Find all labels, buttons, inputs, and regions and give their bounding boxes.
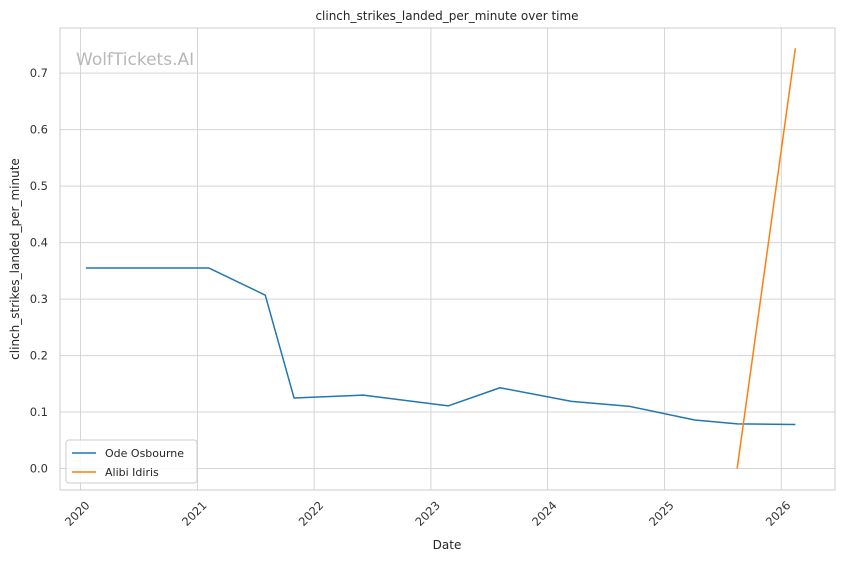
y-tick-label: 0.6	[30, 123, 48, 137]
plot-background	[60, 28, 835, 490]
chart-title: clinch_strikes_landed_per_minute over ti…	[315, 9, 578, 23]
x-tick-label: 2021	[179, 498, 210, 529]
watermark-text: WolfTickets.AI	[76, 50, 194, 70]
x-tick-label: 2026	[763, 498, 794, 529]
series-lines	[85, 48, 797, 469]
legend-label-ode-osbourne: Ode Osbourne	[105, 447, 184, 460]
x-tick-label: 2022	[296, 498, 327, 529]
series-line-alibi-idiris	[736, 48, 797, 469]
x-tick-label: 2020	[62, 498, 93, 529]
y-tick-label: 0.7	[30, 66, 48, 80]
y-tick-label: 0.1	[30, 405, 48, 419]
x-tick-label: 2024	[529, 498, 560, 529]
legend-box	[65, 439, 198, 484]
y-axis-ticks: 0.0 0.1 0.2 0.3 0.4 0.5 0.6 0.7	[30, 66, 48, 475]
y-tick-label: 0.5	[30, 179, 48, 193]
y-tick-label: 0.0	[30, 462, 48, 476]
x-axis-label: Date	[433, 538, 462, 552]
series-line-ode-osbourne	[85, 267, 796, 426]
plot-border	[59, 27, 836, 491]
y-tick-label: 0.3	[30, 292, 48, 306]
x-tick-label: 2023	[412, 498, 443, 529]
legend-label-alibi-idiris: Alibi Idiris	[105, 466, 159, 479]
x-tick-label: 2025	[646, 498, 677, 529]
y-tick-label: 0.2	[30, 349, 48, 363]
legend: Ode Osbourne Alibi Idiris	[65, 439, 198, 484]
y-axis-label: clinch_strikes_landed_per_minute	[8, 158, 22, 360]
x-axis-ticks: 2020 2021 2022 2023 2024 2025 2026	[62, 498, 793, 529]
y-tick-label: 0.4	[30, 236, 48, 250]
